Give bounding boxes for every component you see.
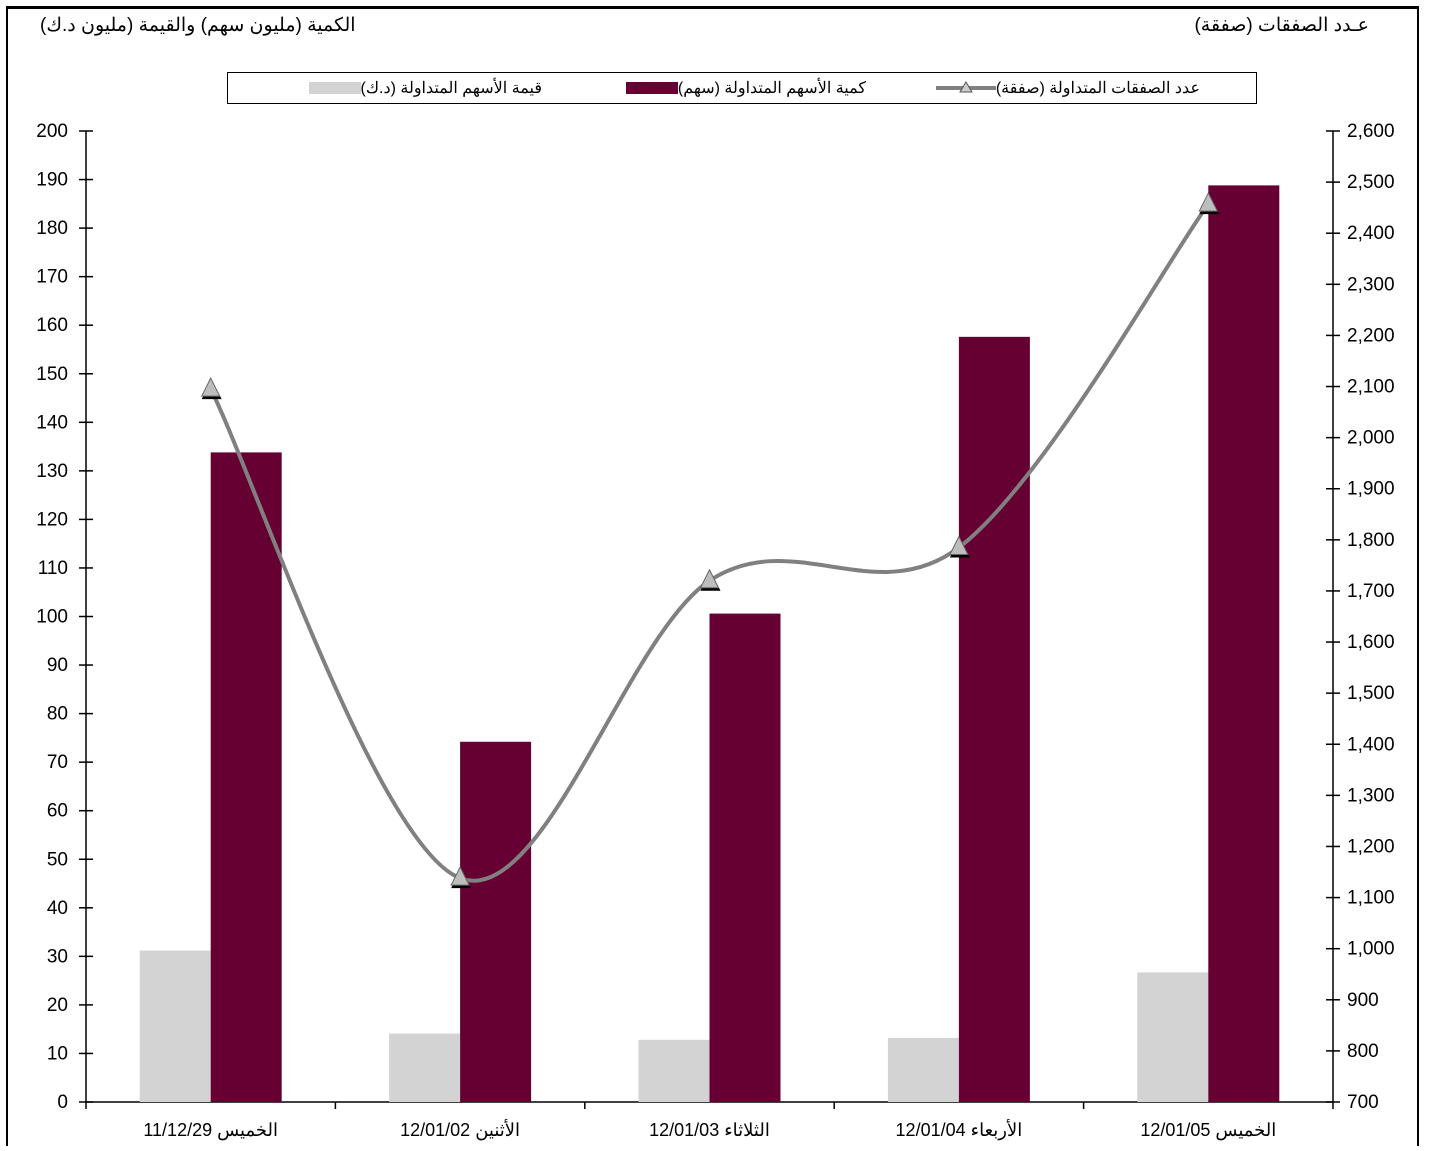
right-tick-label: 700: [1347, 1092, 1379, 1113]
series-line-count: [208, 202, 1210, 883]
right-tick-label: 1,800: [1347, 530, 1395, 551]
bar-quantity: [1208, 185, 1280, 1103]
triangle-marker-icon: [200, 376, 221, 397]
left-tick-label: 110: [38, 558, 68, 579]
legend-item-value: قيمة الأسهم المتداولة (د.ك): [305, 73, 542, 103]
left-tick-label: 190: [36, 170, 68, 191]
x-tick-label: 12/01/05 الخميس: [1140, 1120, 1276, 1141]
left-tick-label: 90: [47, 655, 68, 676]
bar-quantity: [210, 452, 282, 1102]
legend: عدد الصفقات المتداولة (صفقة) كمية الأسهم…: [227, 72, 1257, 104]
x-tick-label: 12/01/02 الأثنين: [400, 1118, 520, 1141]
legend-item-count: عدد الصفقات المتداولة (صفقة): [932, 73, 1200, 103]
legend-swatch-value: [308, 82, 361, 94]
bar-quantity: [460, 741, 532, 1102]
left-tick-label: 170: [36, 267, 68, 288]
right-tick-label: 1,000: [1347, 939, 1395, 960]
left-tick-label: 100: [36, 607, 68, 628]
bar-quantity: [958, 336, 1030, 1102]
bar-value: [887, 1037, 959, 1102]
right-tick-label: 1,700: [1347, 581, 1395, 602]
right-tick-label: 1,500: [1347, 683, 1395, 704]
left-tick-label: 50: [47, 849, 68, 870]
triangle-marker-icon: [1198, 191, 1219, 212]
left-tick-label: 30: [47, 946, 68, 967]
right-tick-label: 1,900: [1347, 479, 1395, 500]
right-tick-label: 800: [1347, 1041, 1379, 1062]
left-tick-label: 120: [36, 509, 68, 530]
right-tick-label: 900: [1347, 990, 1379, 1011]
triangle-marker-icon: [699, 568, 720, 589]
left-axis-title: الكمية (مليون سهم) والقيمة (مليون د.ك): [40, 15, 356, 36]
triangle-marker-icon: [949, 535, 969, 556]
right-tick-label: 2,000: [1347, 428, 1395, 449]
right-axis-title: عـدد الصفقات (صفقة): [1194, 15, 1369, 36]
bar-value: [1137, 972, 1209, 1102]
bar-value: [638, 1039, 710, 1102]
right-tick-label: 1,600: [1347, 632, 1395, 653]
right-tick-label: 2,100: [1347, 377, 1395, 398]
right-tick-label: 2,500: [1347, 172, 1395, 193]
right-tick-label: 2,300: [1347, 274, 1395, 295]
left-tick-label: 150: [36, 364, 68, 385]
right-tick-label: 2,600: [1347, 121, 1395, 142]
right-tick-label: 1,300: [1347, 785, 1395, 806]
x-tick-label: 11/12/29 الخميس: [143, 1120, 278, 1141]
left-tick-label: 140: [36, 412, 68, 433]
right-tick-label: 1,100: [1347, 888, 1395, 909]
legend-item-quantity: كمية الأسهم المتداولة (سهم): [622, 73, 866, 103]
legend-line-swatch-icon: [935, 81, 996, 93]
left-tick-label: 200: [36, 121, 68, 142]
left-tick-label: 0: [57, 1092, 68, 1113]
left-tick-label: 10: [47, 1043, 68, 1064]
right-tick-label: 2,200: [1347, 325, 1395, 346]
legend-label-value: قيمة الأسهم المتداولة (د.ك): [360, 80, 542, 97]
bar-value: [139, 950, 211, 1102]
left-tick-label: 180: [36, 218, 68, 239]
left-tick-label: 130: [36, 461, 68, 482]
left-tick-label: 40: [47, 898, 68, 919]
left-tick-label: 70: [47, 752, 68, 773]
bar-value: [389, 1033, 461, 1102]
bar-quantity: [709, 613, 781, 1102]
left-tick-label: 80: [47, 704, 68, 725]
right-tick-label: 1,200: [1347, 836, 1395, 857]
right-tick-label: 2,400: [1347, 223, 1395, 244]
x-tick-label: 12/01/04 الأربعاء: [896, 1118, 1023, 1141]
legend-swatch-quantity: [625, 82, 678, 94]
x-tick-label: 12/01/03 الثلاثاء: [649, 1120, 770, 1140]
chart-frame: [6, 6, 1419, 1146]
triangle-marker-icon: [450, 866, 470, 886]
legend-label-count: عدد الصفقات المتداولة (صفقة): [995, 80, 1200, 97]
legend-label-quantity: كمية الأسهم المتداولة (سهم): [677, 80, 866, 97]
left-tick-label: 160: [36, 315, 68, 336]
left-tick-label: 20: [47, 995, 68, 1016]
left-tick-label: 60: [47, 801, 68, 822]
right-tick-label: 1,400: [1347, 734, 1395, 755]
